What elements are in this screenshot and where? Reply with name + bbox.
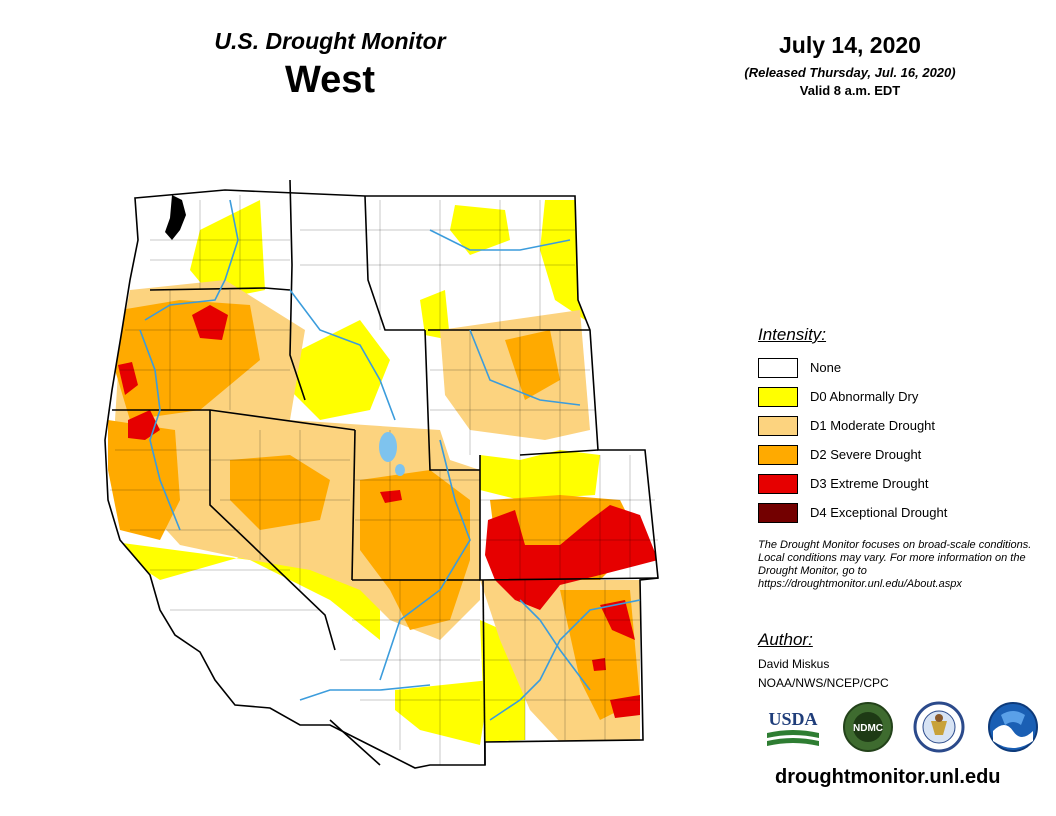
legend-item-d4: D4 Exceptional Drought — [758, 498, 1038, 527]
legend-label: D1 Moderate Drought — [810, 418, 936, 433]
legend-label: D0 Abnormally Dry — [810, 389, 919, 404]
usda-logo-icon: USDA — [767, 709, 819, 746]
noaa-logo-icon — [988, 702, 1038, 752]
author-org: NOAA/NWS/NCEP/CPC — [758, 676, 889, 690]
legend-item-none: None — [758, 353, 1038, 382]
legend-title: Intensity: — [758, 325, 827, 344]
county-boundaries — [110, 195, 658, 765]
ndmc-logo-icon: NDMC — [843, 702, 893, 752]
legend-swatch — [758, 502, 798, 523]
valid-time: Valid 8 a.m. EDT — [799, 83, 901, 98]
legend-item-d0: D0 Abnormally Dry — [758, 382, 1038, 411]
legend-label: D2 Severe Drought — [810, 447, 922, 462]
state-boundaries — [104, 180, 659, 769]
drought-map — [104, 180, 659, 769]
puget-sound-islands — [165, 195, 186, 240]
legend-swatch — [758, 415, 798, 436]
map-date: July 14, 2020 — [779, 32, 921, 58]
header-right: July 14, 2020 (Released Thursday, Jul. 1… — [700, 32, 1000, 98]
legend-item-d2: D2 Severe Drought — [758, 440, 1038, 469]
ndmc-logo-text: NDMC — [853, 723, 883, 734]
region-title: West — [284, 59, 376, 101]
lakes — [379, 432, 405, 476]
author-name: David Miskus — [758, 657, 830, 671]
partner-logos: USDA NDMC — [765, 701, 1045, 765]
legend: Intensity: None D0 Abnormally Dry D1 Mod… — [758, 325, 1038, 527]
header-left: U.S. Drought Monitor West — [150, 28, 510, 102]
legend-label: D4 Exceptional Drought — [810, 505, 948, 520]
legend-label: D3 Extreme Drought — [810, 476, 929, 491]
legend-swatch — [758, 357, 798, 378]
legend-swatch — [758, 473, 798, 494]
legend-swatch — [758, 444, 798, 465]
legend-item-d3: D3 Extreme Drought — [758, 469, 1038, 498]
author-title: Author: — [758, 630, 813, 649]
website-url[interactable]: droughtmonitor.unl.edu — [775, 766, 1001, 788]
rivers — [139, 199, 641, 721]
disclaimer-note: The Drought Monitor focuses on broad-sca… — [758, 539, 1032, 590]
usda-logo-text: USDA — [768, 709, 817, 729]
release-date: (Released Thursday, Jul. 16, 2020) — [744, 65, 956, 80]
legend-item-d1: D1 Moderate Drought — [758, 411, 1038, 440]
commerce-seal-icon — [913, 701, 965, 753]
legend-swatch — [758, 386, 798, 407]
monitor-title: U.S. Drought Monitor — [214, 28, 446, 54]
legend-label: None — [810, 360, 842, 375]
